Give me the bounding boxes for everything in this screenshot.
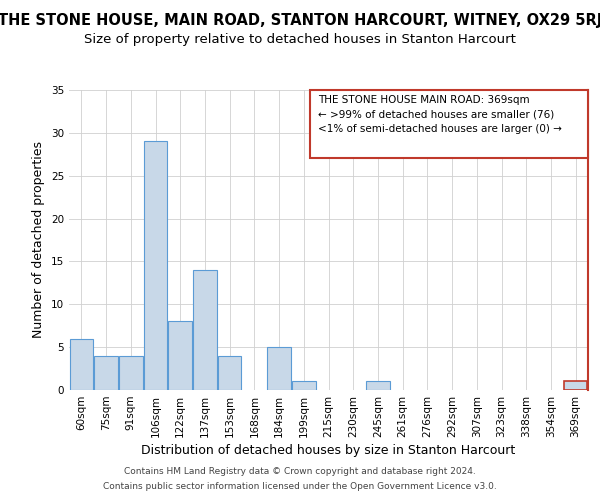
Bar [119, 356, 143, 390]
Bar [366, 382, 389, 390]
Bar [169, 322, 192, 390]
Text: Contains public sector information licensed under the Open Government Licence v3: Contains public sector information licen… [103, 482, 497, 491]
Text: Contains HM Land Registry data © Crown copyright and database right 2024.: Contains HM Land Registry data © Crown c… [124, 467, 476, 476]
Text: THE STONE HOUSE, MAIN ROAD, STANTON HARCOURT, WITNEY, OX29 5RJ: THE STONE HOUSE, MAIN ROAD, STANTON HARC… [0, 12, 600, 28]
Text: Size of property relative to detached houses in Stanton Harcourt: Size of property relative to detached ho… [84, 32, 516, 46]
Y-axis label: Number of detached properties: Number of detached properties [32, 142, 46, 338]
Bar [292, 382, 316, 390]
Bar [70, 338, 93, 390]
Bar [94, 356, 118, 390]
Text: THE STONE HOUSE MAIN ROAD: 369sqm
← >99% of detached houses are smaller (76)
<1%: THE STONE HOUSE MAIN ROAD: 369sqm ← >99%… [318, 96, 562, 134]
Bar [144, 142, 167, 390]
Bar [218, 356, 241, 390]
Bar [193, 270, 217, 390]
X-axis label: Distribution of detached houses by size in Stanton Harcourt: Distribution of detached houses by size … [142, 444, 515, 457]
Bar [268, 347, 291, 390]
Bar [564, 382, 587, 390]
FancyBboxPatch shape [310, 90, 588, 158]
